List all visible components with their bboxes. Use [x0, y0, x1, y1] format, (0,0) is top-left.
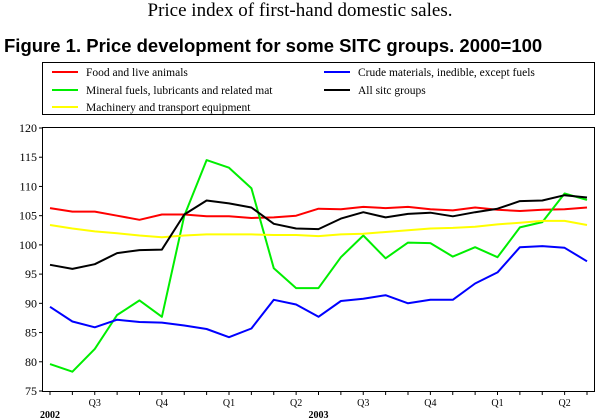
chart-title: Figure 1. Price development for some SIT… — [4, 35, 543, 56]
y-tick-label: 105 — [19, 209, 37, 223]
legend: Food and live animals Mineral fuels, lubr… — [52, 67, 535, 114]
y-axis: 75 80 85 90 95 100 105 110 115 120 — [19, 121, 43, 398]
y-tick-label: 80 — [25, 355, 37, 369]
legend-label: Machinery and transport equipment — [86, 102, 251, 114]
legend-label: Mineral fuels, lubricants and related ma… — [86, 85, 273, 97]
series-line-crude-materials-inedible-except-fuels — [49, 245, 588, 339]
y-tick-label: 90 — [25, 296, 37, 310]
y-tick-label: 115 — [19, 150, 37, 164]
x-quarter-label: Q1 — [491, 398, 503, 409]
series-lines — [49, 159, 588, 373]
series-line-mineral-fuels-lubricants-and-related-mat — [49, 159, 588, 373]
x-quarter-label: Q4 — [156, 398, 168, 409]
y-tick-label: 100 — [19, 238, 37, 252]
y-tick-label: 120 — [19, 121, 37, 135]
x-quarter-label: Q3 — [357, 398, 369, 409]
legend-label: Food and live animals — [86, 67, 188, 79]
y-tick-label: 95 — [25, 267, 37, 281]
x-quarter-label: Q2 — [559, 398, 571, 409]
y-tick-label: 110 — [19, 179, 37, 193]
legend-label: All sitc groups — [358, 85, 426, 97]
series-line-all-sitc-groups — [49, 194, 588, 270]
x-year-label: 2003 — [309, 410, 329, 420]
legend-label: Crude materials, inedible, except fuels — [358, 67, 535, 79]
x-year-label: 2002 — [40, 410, 60, 420]
series-line-machinery-and-transport-equipment — [49, 219, 588, 239]
series-line-food-and-live-animals — [49, 205, 588, 221]
x-quarter-label: Q1 — [223, 398, 235, 409]
x-quarter-label: Q4 — [424, 398, 436, 409]
x-axis: Q3 Q4 Q1 Q2 Q3 Q4 Q1 Q2 2002 2003 — [40, 391, 588, 420]
x-quarter-label: Q2 — [290, 398, 302, 409]
y-tick-label: 75 — [25, 384, 37, 398]
page-supertitle: Price index of first-hand domestic sales… — [147, 0, 453, 21]
plot-area — [42, 127, 595, 392]
legend-box — [42, 62, 595, 115]
x-quarter-label: Q3 — [89, 398, 101, 409]
y-tick-label: 85 — [25, 326, 37, 340]
